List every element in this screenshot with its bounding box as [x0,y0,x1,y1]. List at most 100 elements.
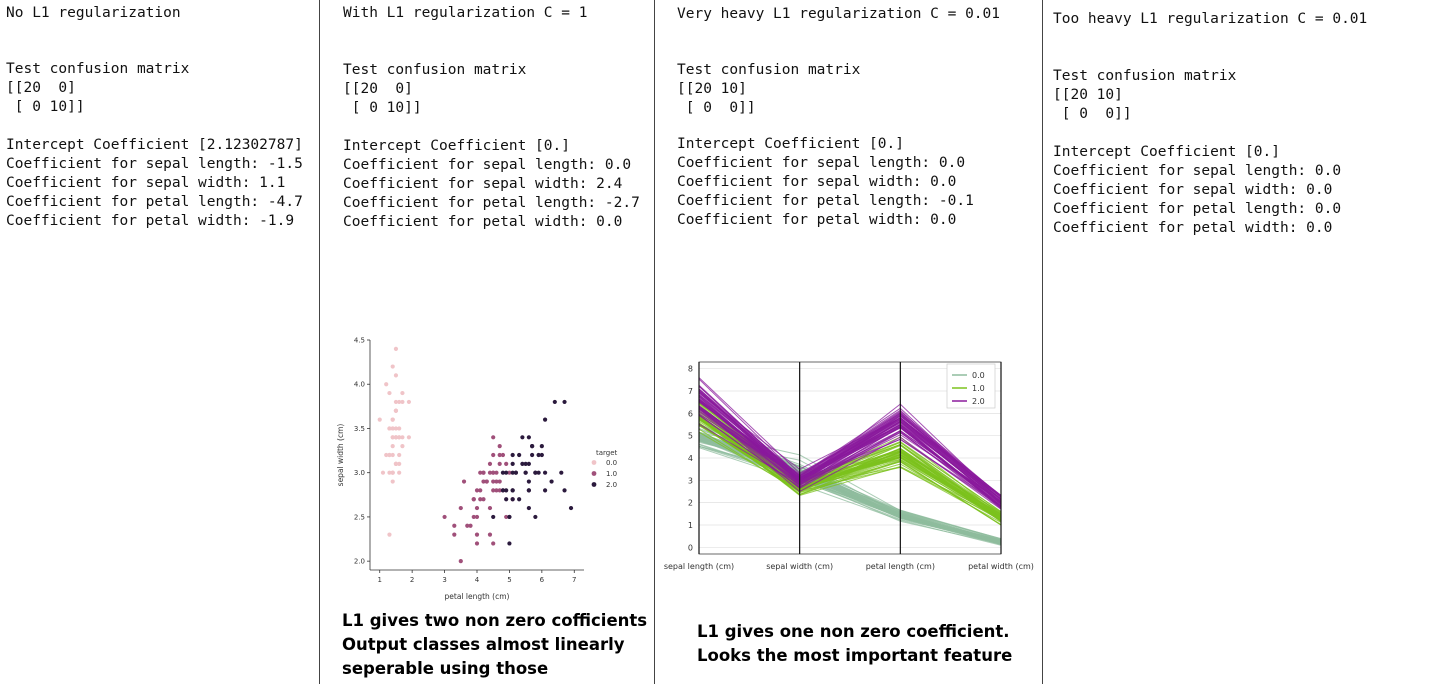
coef-sepal-width: Coefficient for sepal width: 0.0 [677,174,957,190]
scatter-point [387,452,392,458]
note-line-3: seperable using those [342,659,549,678]
y-tick-label: 5 [688,432,693,441]
intercept-line: Intercept Coefficient [0.] [1053,144,1280,160]
x-axis-label: petal length (cm) [445,592,510,601]
scatter-point [384,452,389,458]
scatter-point [390,470,395,475]
parallel-coordinates-plot: 0 1 2 3 4 5 6 7 8 sepal length (cm) sepal width (c… [664,361,1034,571]
scatter-point [510,497,515,502]
scatter-point [393,373,399,378]
scatter-point [530,444,535,449]
series-line [698,394,1002,500]
coef-sepal-length: Coefficient for sepal length: 0.0 [1053,163,1342,179]
scatter-point [539,452,544,458]
scatter-point [474,488,480,493]
scatter-point [387,470,392,475]
series-2.0-lines [698,377,1002,510]
scatter-point [397,435,402,440]
scatter-point [562,399,567,405]
scatter-point [471,514,476,520]
coef-petal-length: Coefficient for petal length: -0.1 [677,193,974,209]
scatter-point [390,444,395,449]
y-tick-label: 3.0 [354,469,365,477]
scatter-point [533,514,538,520]
legend-marker [591,460,597,465]
scatter-point [507,541,512,546]
scatter-point [393,399,399,405]
scatter-point [533,470,538,475]
confusion-matrix-row-2: [ 0 10]] [6,99,85,115]
scatter-point [377,417,382,422]
scatter-point [507,514,512,520]
scatter-point [406,399,412,405]
intercept-line: Intercept Coefficient [0.] [677,136,904,152]
scatter-point [549,479,554,484]
y-tick-label: 2 [688,499,693,508]
scatter-point [474,505,480,511]
note-line-1: L1 gives two non zero cofficients [342,611,648,630]
confusion-matrix-row-1: [[20 10] [677,81,747,97]
x-tick-label: 6 [540,576,545,584]
confusion-matrix-label: Test confusion matrix [677,62,861,78]
series-line [698,425,1002,523]
y-axis-label: sepal width (cm) [336,424,345,487]
scatter-point [510,488,515,493]
category-label: sepal length (cm) [664,562,734,571]
scatter-point [526,488,531,493]
scatter-point [491,470,496,475]
scatter-point [397,461,402,466]
legend-label: 0.0 [606,459,617,467]
scatter-point [552,399,557,405]
scatter-point [400,435,405,440]
note-line-2: Looks the most important feature [697,646,1013,665]
series-line [698,378,1002,497]
scatter-point [526,505,531,511]
scatter-point [390,435,395,440]
scatter-point [458,559,463,564]
scatter-point [510,452,515,458]
confusion-matrix-label: Test confusion matrix [1053,68,1237,84]
scatter-point [397,426,402,431]
coef-petal-length: Coefficient for petal length: -2.7 [343,195,640,211]
series-line [698,423,1002,502]
scatter-point [497,488,502,493]
scatter-point [478,497,483,502]
scatter-point [562,488,567,493]
y-tick-label: 8 [688,365,693,374]
coef-petal-length: Coefficient for petal length: -4.7 [6,194,303,210]
legend-label: 0.0 [972,371,985,380]
y-tick-label: 4 [688,454,693,463]
scatter-point [400,399,405,405]
coef-sepal-width: Coefficient for sepal width: 0.0 [1053,182,1333,198]
scatter-point [526,435,531,440]
coef-sepal-width: Coefficient for sepal width: 2.4 [343,176,623,192]
x-tick-label: 3 [442,576,446,584]
scatter-point [542,417,548,422]
scatter-point [513,470,519,475]
scatter-point [494,479,499,484]
scatter-point [500,488,506,493]
y-tick-label: 4.0 [354,381,365,389]
scatter-point [500,470,506,475]
scatter-point [390,364,395,369]
panel-title: Very heavy L1 regularization C = 0.01 [677,6,1001,22]
scatter-point [487,532,493,537]
coef-sepal-width: Coefficient for sepal width: 1.1 [6,175,286,191]
legend-label: 1.0 [972,384,985,393]
confusion-matrix-row-1: [[20 0] [343,81,413,97]
legend-marker [591,482,597,487]
scatter-point [507,470,512,475]
legend-title: target [596,449,618,457]
confusion-matrix-row-1: [[20 0] [6,80,76,96]
scatter-point [491,541,496,546]
scatter-point [526,461,531,466]
scatter-point [497,452,502,458]
scatter-point [458,505,463,511]
confusion-matrix-label: Test confusion matrix [343,62,527,78]
y-tick-label: 3 [688,476,693,485]
coef-petal-width: Coefficient for petal width: 0.0 [1053,220,1333,236]
scatter-point [406,435,412,440]
scatter-point [517,452,522,458]
intercept-line: Intercept Coefficient [0.] [343,138,570,154]
scatter-point [400,444,405,449]
